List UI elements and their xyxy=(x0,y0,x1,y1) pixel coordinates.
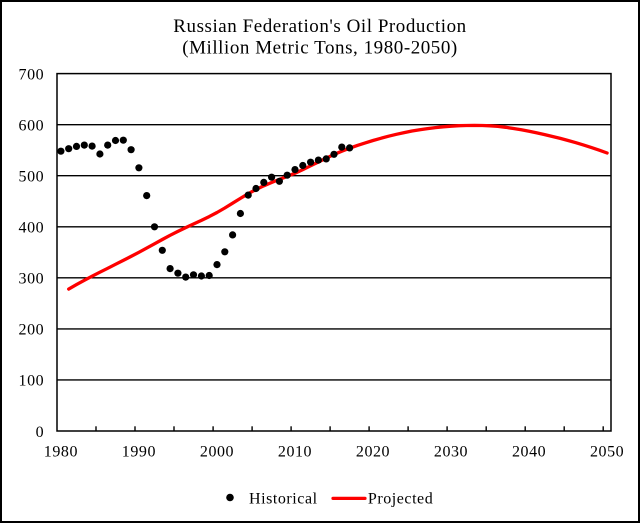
svg-text:2050: 2050 xyxy=(590,444,624,461)
svg-text:Historical: Historical xyxy=(249,490,318,507)
svg-text:2030: 2030 xyxy=(434,444,468,461)
svg-text:Projected: Projected xyxy=(368,490,433,507)
svg-text:2020: 2020 xyxy=(356,444,390,461)
svg-text:100: 100 xyxy=(19,373,45,390)
svg-text:2010: 2010 xyxy=(278,444,312,461)
svg-text:400: 400 xyxy=(19,220,45,237)
svg-text:200: 200 xyxy=(19,322,45,339)
svg-text:300: 300 xyxy=(19,271,45,288)
svg-text:1990: 1990 xyxy=(122,444,156,461)
svg-text:(Million Metric Tons, 1980-205: (Million Metric Tons, 1980-2050) xyxy=(182,38,458,59)
svg-text:1980: 1980 xyxy=(44,444,78,461)
svg-text:2000: 2000 xyxy=(200,444,234,461)
svg-text:2040: 2040 xyxy=(512,444,546,461)
svg-text:700: 700 xyxy=(19,66,45,83)
svg-text:0: 0 xyxy=(36,424,45,441)
svg-text:600: 600 xyxy=(19,117,45,134)
svg-text:500: 500 xyxy=(19,169,45,186)
svg-text:Russian Federation's Oil Produ: Russian Federation's Oil Production xyxy=(173,16,466,37)
